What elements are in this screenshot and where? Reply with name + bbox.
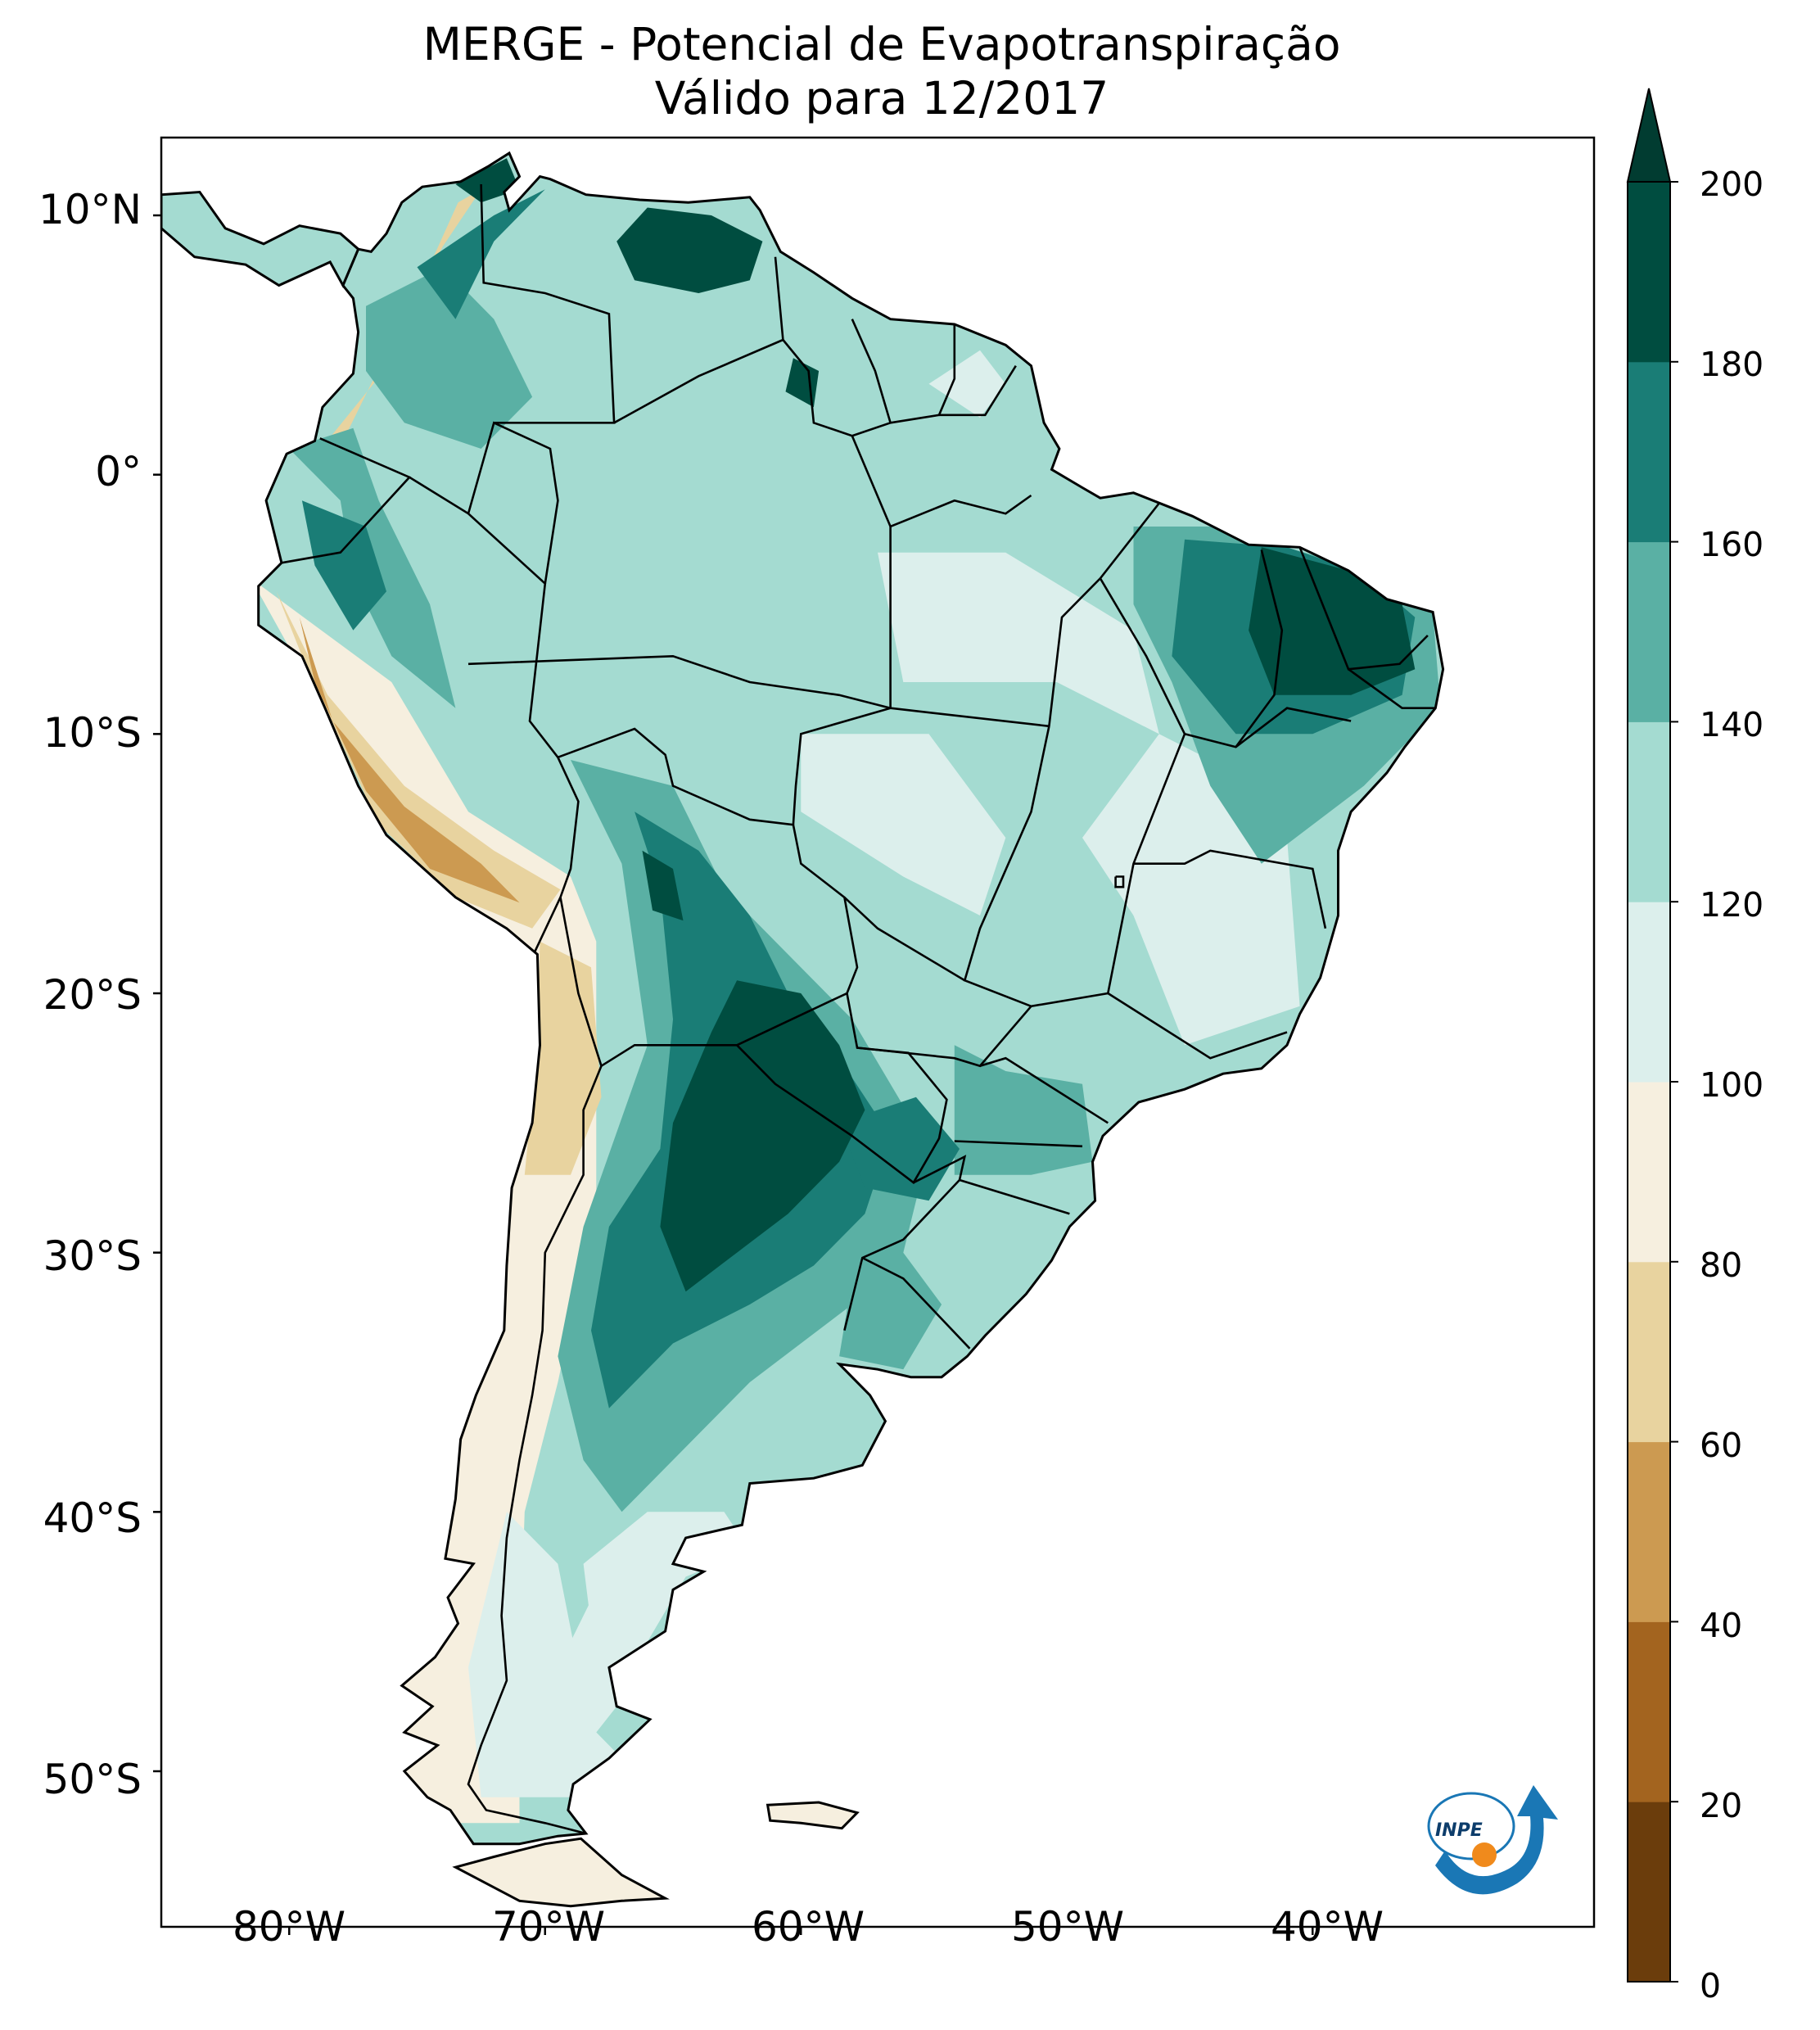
longitude-ticks xyxy=(288,1927,1314,1935)
border-line xyxy=(467,421,559,584)
evapotranspiration-zone xyxy=(801,734,1006,916)
inpe-logo-arrow xyxy=(1435,1785,1558,1895)
colorbar-label-100: 100 xyxy=(1700,1065,1764,1105)
lon-label-50w: 50°W xyxy=(1010,1903,1125,1951)
lat-label-10n: 10°N xyxy=(38,186,142,233)
border-line xyxy=(843,896,965,982)
border-line xyxy=(1298,546,1429,671)
colorbar-bin xyxy=(1628,361,1670,543)
evapotranspiration-zone xyxy=(276,591,561,929)
evapotranspiration-zone xyxy=(417,189,545,319)
border-line xyxy=(939,365,1017,417)
colorbar xyxy=(1626,88,1678,1983)
colorbar-bin xyxy=(1628,1802,1670,1983)
border-line xyxy=(979,1056,1109,1124)
evapotranspiration-zone xyxy=(642,850,684,921)
lat-label-0: 0° xyxy=(95,448,142,495)
border-line xyxy=(1184,707,1352,748)
colorbar-label-120: 120 xyxy=(1700,885,1764,925)
evapotranspiration-zone xyxy=(1249,547,1416,695)
lat-label-40s: 40°S xyxy=(43,1494,142,1542)
border-line xyxy=(843,1155,967,1331)
border-line xyxy=(792,707,891,825)
country-borders xyxy=(281,183,1436,1835)
colorbar-label-0: 0 xyxy=(1700,1966,1722,2005)
colorbar-label-160: 160 xyxy=(1700,525,1764,564)
lon-label-80w: 80°W xyxy=(232,1903,346,1951)
border-line xyxy=(851,435,1032,528)
lat-label-30s: 30°S xyxy=(43,1232,142,1280)
falkland-islands xyxy=(765,1801,860,1830)
lat-label-50s: 50°S xyxy=(43,1756,142,1803)
colorbar-bin xyxy=(1628,1621,1670,1802)
inpe-logo-text: INPE xyxy=(1435,1820,1483,1841)
border-line xyxy=(1235,549,1284,748)
evapotranspiration-zone xyxy=(928,350,1006,418)
lat-label-20s: 20°S xyxy=(43,971,142,1019)
border-line xyxy=(1133,849,1327,929)
evapotranspiration-zone xyxy=(878,552,1300,1046)
border-line xyxy=(856,1005,1032,1068)
central-america-land xyxy=(161,190,360,288)
colorbar-bin xyxy=(1628,902,1670,1083)
evapotranspiration-zone xyxy=(468,1512,584,1797)
colorbar-label-200: 200 xyxy=(1700,165,1764,204)
evapotranspiration-zone xyxy=(660,980,865,1292)
inpe-logo: INPE xyxy=(1427,1785,1558,1895)
border-line xyxy=(613,256,784,424)
map-frame xyxy=(160,136,1596,1928)
tierra-del-fuego xyxy=(452,1837,670,1908)
border-line xyxy=(467,897,603,1835)
border-line xyxy=(861,1256,971,1350)
map-subtitle: Válido para 12/2017 xyxy=(654,72,1109,124)
border-line xyxy=(959,1178,1070,1215)
colorbar-bin xyxy=(1628,1261,1670,1443)
lon-label-40w: 40°W xyxy=(1270,1903,1384,1951)
evapotranspiration-zone xyxy=(366,267,533,449)
coastline xyxy=(257,151,1445,1846)
colorbar-label-180: 180 xyxy=(1700,345,1764,384)
colorbar-label-40: 40 xyxy=(1700,1606,1743,1645)
border-line xyxy=(890,324,956,424)
evapotranspiration-zone xyxy=(301,500,386,631)
border-line xyxy=(480,183,616,424)
map-title: MERGE - Potencial de Evapotranspiração xyxy=(422,18,1341,70)
colorbar-bin xyxy=(1628,1082,1670,1263)
colorbar-extend-arrow xyxy=(1626,88,1672,183)
border-line xyxy=(1114,875,1125,888)
colorbar-label-140: 140 xyxy=(1700,705,1764,744)
colorbar-label-60: 60 xyxy=(1700,1426,1743,1465)
colorbar-label-20: 20 xyxy=(1700,1786,1743,1825)
lat-label-10s: 10°S xyxy=(43,709,142,757)
border-line xyxy=(467,654,1050,728)
latitude-ticks xyxy=(153,214,161,1773)
inpe-logo-sun xyxy=(1472,1842,1497,1867)
evapotranspiration-zone xyxy=(616,207,763,293)
colorbar-label-80: 80 xyxy=(1700,1246,1743,1285)
inpe-logo-orbit xyxy=(1427,1792,1515,1860)
evapotranspiration-zone xyxy=(839,1227,942,1370)
colorbar-bin xyxy=(1628,1441,1670,1622)
border-line xyxy=(954,1140,1083,1148)
border-line xyxy=(1048,502,1160,726)
colorbar-bin xyxy=(1628,721,1670,902)
border-line xyxy=(281,437,412,564)
colorbar-bin xyxy=(1628,182,1670,363)
colorbar-bin xyxy=(1628,541,1670,722)
border-line xyxy=(1107,992,1288,1060)
lon-label-60w: 60°W xyxy=(751,1903,865,1951)
evapotranspiration-zone xyxy=(524,941,602,1175)
lon-label-70w: 70°W xyxy=(491,1903,606,1951)
border-line xyxy=(1348,668,1436,709)
